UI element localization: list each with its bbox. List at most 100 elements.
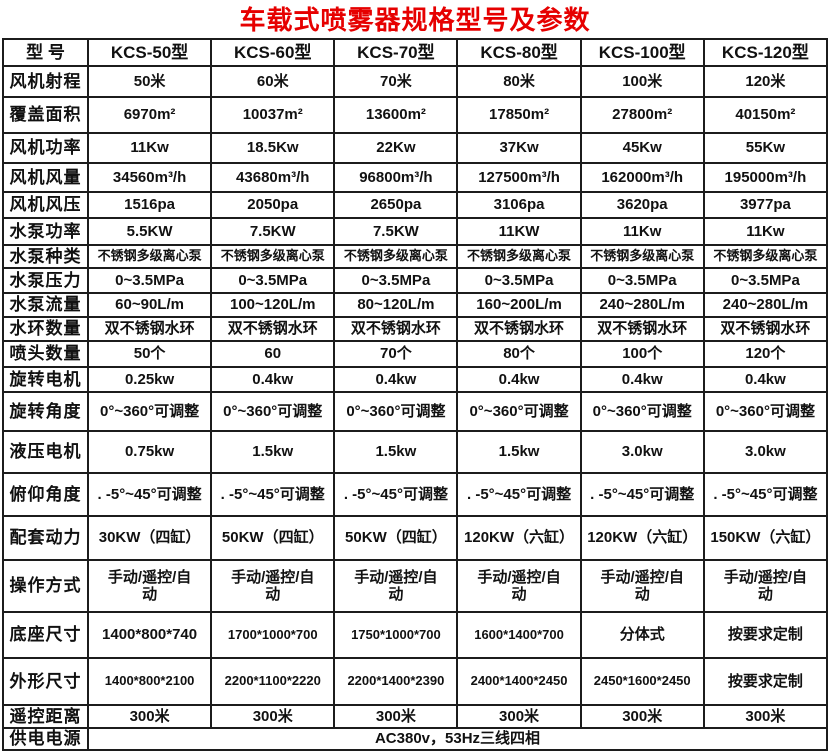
spec-cell: 按要求定制 — [702, 611, 829, 659]
spec-cell: 3.0kw — [579, 430, 705, 474]
spec-cell: . -5°~45°可调整 — [702, 472, 829, 517]
table-row: 水泵功率 5.5KW 7.5KW 7.5KW 11KW 11Kw 11Kw — [2, 217, 829, 246]
spec-cell: 7.5KW — [333, 217, 459, 246]
column-header: KCS-50型 — [86, 38, 213, 67]
row-label: 供电电源 — [2, 727, 89, 751]
spec-cell: . -5°~45°可调整 — [456, 472, 582, 517]
spec-cell: 11Kw — [86, 132, 213, 164]
row-label: 水泵功率 — [2, 217, 89, 246]
spec-cell: 1400*800*740 — [86, 611, 213, 659]
spec-cell: 300米 — [86, 704, 213, 729]
spec-cell: 双不锈钢水环 — [333, 316, 459, 342]
spec-cell: 手动/遥控/自 动 — [456, 559, 582, 613]
spec-cell: 60~90L/m — [86, 292, 213, 318]
spec-cell: 50KW（四缸） — [210, 515, 336, 561]
spec-cell: 1700*1000*700 — [210, 611, 336, 659]
spec-cell: 0°~360°可调整 — [86, 391, 213, 432]
spec-cell: 43680m³/h — [210, 162, 336, 193]
spec-cell: 34560m³/h — [86, 162, 213, 193]
spec-cell: 双不锈钢水环 — [86, 316, 213, 342]
row-label: 底座尺寸 — [2, 611, 89, 659]
table-row: 液压电机 0.75kw 1.5kw 1.5kw 1.5kw 3.0kw 3.0kw — [2, 430, 829, 474]
spec-cell: 300米 — [456, 704, 582, 729]
spec-cell: 11Kw — [702, 217, 829, 246]
spec-cell: 300米 — [702, 704, 829, 729]
spec-cell: 1.5kw — [333, 430, 459, 474]
table-row: 风机射程 50米 60米 70米 80米 100米 120米 — [2, 65, 829, 98]
spec-cell: 7.5KW — [210, 217, 336, 246]
spec-cell: 3977pa — [702, 191, 829, 219]
spec-cell: 不锈钢多级离心泵 — [333, 244, 459, 269]
table-row: 旋转角度 0°~360°可调整 0°~360°可调整 0°~360°可调整 0°~360… — [2, 391, 829, 432]
row-label: 风机风压 — [2, 191, 89, 219]
spec-cell: 0~3.5MPa — [702, 267, 829, 294]
row-label: 俯仰角度 — [2, 472, 89, 517]
spec-cell: 150KW（六缸） — [702, 515, 829, 561]
spec-cell: 5.5KW — [86, 217, 213, 246]
spec-cell: 240~280L/m — [579, 292, 705, 318]
spec-cell: 3106pa — [456, 191, 582, 219]
table-row: 遥控距离 300米 300米 300米 300米 300米 300米 — [2, 704, 829, 729]
spec-cell: 55Kw — [702, 132, 829, 164]
spec-cell: 2650pa — [333, 191, 459, 219]
spec-cell: 不锈钢多级离心泵 — [210, 244, 336, 269]
row-label: 水泵种类 — [2, 244, 89, 269]
spec-cell: . -5°~45°可调整 — [333, 472, 459, 517]
spec-cell: 3.0kw — [702, 430, 829, 474]
spec-cell: 2200*1100*2220 — [210, 657, 336, 706]
spec-cell: 分体式 — [579, 611, 705, 659]
spec-cell: 不锈钢多级离心泵 — [86, 244, 213, 269]
table-row: 旋转电机 0.25kw 0.4kw 0.4kw 0.4kw 0.4kw 0.4kw — [2, 366, 829, 393]
header-row: 型 号 KCS-50型 KCS-60型 KCS-70型 KCS-80型 KCS-100型 K… — [2, 38, 829, 67]
spec-cell: 37Kw — [456, 132, 582, 164]
spec-cell: 240~280L/m — [702, 292, 829, 318]
spec-cell: 0~3.5MPa — [456, 267, 582, 294]
spec-cell: 0.4kw — [702, 366, 829, 393]
table-row: 风机风量 34560m³/h 43680m³/h 96800m³/h 127500m³/… — [2, 162, 829, 193]
spec-cell: 1400*800*2100 — [86, 657, 213, 706]
spec-cell: 0°~360°可调整 — [456, 391, 582, 432]
spec-cell: 手动/遥控/自 动 — [579, 559, 705, 613]
spec-cell: 300米 — [333, 704, 459, 729]
spec-cell: 2400*1400*2450 — [456, 657, 582, 706]
column-header: KCS-80型 — [456, 38, 582, 67]
column-header: KCS-120型 — [702, 38, 829, 67]
spec-cell: 不锈钢多级离心泵 — [702, 244, 829, 269]
spec-cell: 120KW（六缸） — [456, 515, 582, 561]
spec-cell: 10037m² — [210, 96, 336, 134]
table-row: 风机风压 1516pa 2050pa 2650pa 3106pa 3620pa 3977pa — [2, 191, 829, 219]
spec-cell: 1600*1400*700 — [456, 611, 582, 659]
spec-cell: 11KW — [456, 217, 582, 246]
spec-cell: 0~3.5MPa — [333, 267, 459, 294]
spec-cell: 27800m² — [579, 96, 705, 134]
spec-cell: 双不锈钢水环 — [579, 316, 705, 342]
spec-cell: 120个 — [702, 340, 829, 368]
table-row: 水泵种类 不锈钢多级离心泵 不锈钢多级离心泵 不锈钢多级离心泵 不锈钢多级离心泵 不锈钢多… — [2, 244, 829, 269]
spec-cell: 13600m² — [333, 96, 459, 134]
row-label: 液压电机 — [2, 430, 89, 474]
spec-cell: 120米 — [702, 65, 829, 98]
spec-cell: 60 — [210, 340, 336, 368]
spec-cell: 45Kw — [579, 132, 705, 164]
footer-row: 供电电源 AC380v，53Hz三线四相 — [2, 727, 828, 751]
table-row: 水泵流量 60~90L/m 100~120L/m 80~120L/m 160~200L/… — [2, 292, 829, 318]
spec-cell: 0°~360°可调整 — [702, 391, 829, 432]
spec-cell: 双不锈钢水环 — [702, 316, 829, 342]
spec-cell: 70米 — [333, 65, 459, 98]
spec-cell: 50米 — [86, 65, 213, 98]
spec-cell: 50KW（四缸） — [333, 515, 459, 561]
row-label: 配套动力 — [2, 515, 89, 561]
table-row: 喷头数量 50个 60 70个 80个 100个 120个 — [2, 340, 829, 368]
spec-cell: 双不锈钢水环 — [456, 316, 582, 342]
spec-cell: 1516pa — [86, 191, 213, 219]
spec-cell: 手动/遥控/自 动 — [210, 559, 336, 613]
table-row: 覆盖面积 6970m² 10037m² 13600m² 17850m² 27800m² 40… — [2, 96, 829, 134]
spec-cell: 不锈钢多级离心泵 — [456, 244, 582, 269]
spec-cell: 17850m² — [456, 96, 582, 134]
spec-cell: 60米 — [210, 65, 336, 98]
spec-cell: 3620pa — [579, 191, 705, 219]
row-label: 风机射程 — [2, 65, 89, 98]
spec-table: 型 号 KCS-50型 KCS-60型 KCS-70型 KCS-80型 KCS-100型 K… — [2, 38, 829, 751]
spec-cell: 2450*1600*2450 — [579, 657, 705, 706]
spec-cell: 0°~360°可调整 — [579, 391, 705, 432]
